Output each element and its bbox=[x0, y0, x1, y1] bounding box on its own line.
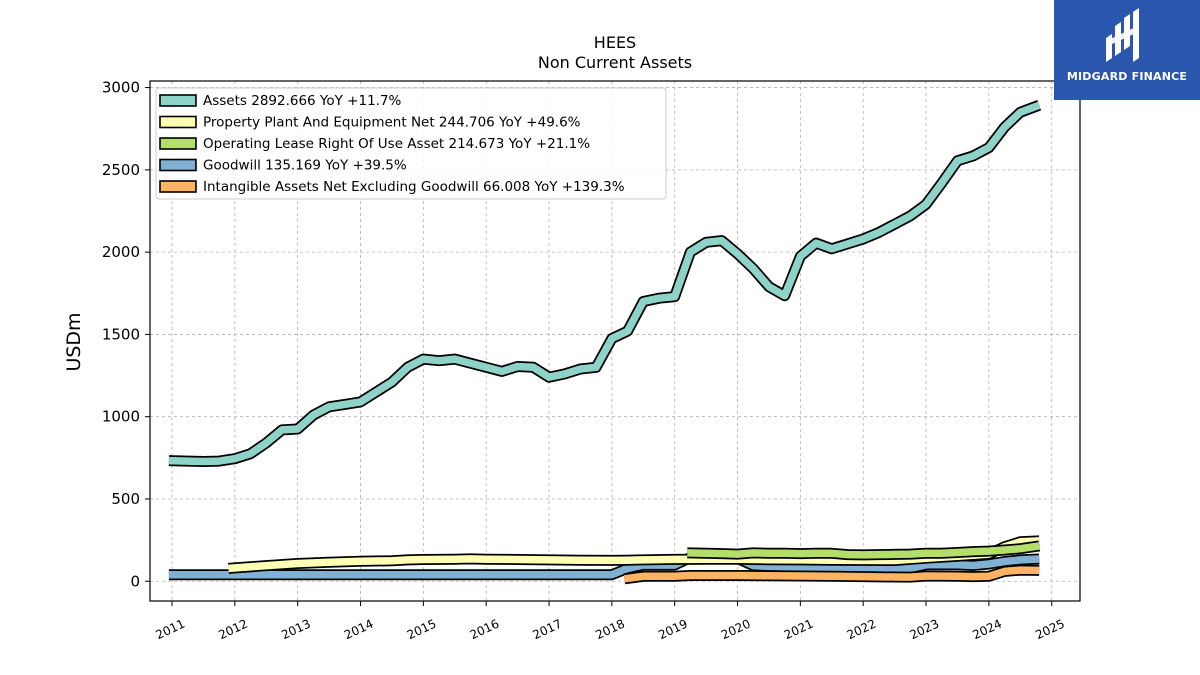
x-tick-label: 2022 bbox=[845, 617, 879, 643]
midgard-finance-logo: MIDGARD FINANCE bbox=[1054, 0, 1200, 100]
legend-label: Property Plant And Equipment Net 244.706… bbox=[203, 115, 581, 131]
series-line bbox=[687, 542, 1040, 559]
chart-title: HEES bbox=[594, 33, 636, 52]
x-tick-label: 2014 bbox=[342, 617, 376, 643]
x-tick-label: 2015 bbox=[405, 617, 439, 643]
y-tick-label: 2500 bbox=[102, 161, 140, 179]
x-tick-label: 2013 bbox=[279, 617, 313, 643]
y-tick-label: 1500 bbox=[102, 325, 140, 343]
series-assets bbox=[168, 100, 1042, 467]
y-tick-label: 3000 bbox=[102, 79, 140, 97]
x-tick-label: 2024 bbox=[970, 617, 1004, 643]
legend-label: Assets 2892.666 YoY +11.7% bbox=[203, 93, 402, 109]
x-tick-label: 2019 bbox=[656, 617, 690, 643]
x-tick-label: 2017 bbox=[531, 617, 565, 643]
legend-swatch bbox=[159, 115, 197, 129]
x-tick-label: 2012 bbox=[216, 617, 250, 643]
y-tick-label: 0 bbox=[130, 572, 140, 590]
legend-item[interactable]: Assets 2892.666 YoY +11.7% bbox=[159, 93, 402, 109]
y-tick-label: 2000 bbox=[102, 243, 140, 261]
chart-subtitle: Non Current Assets bbox=[538, 53, 692, 72]
x-tick-label: 2018 bbox=[593, 617, 627, 643]
y-tick-label: 1000 bbox=[102, 408, 140, 426]
x-tick-label: 2011 bbox=[154, 617, 188, 643]
legend-item[interactable]: Goodwill 135.169 YoY +39.5% bbox=[159, 158, 407, 174]
logo-text: MIDGARD FINANCE bbox=[1066, 70, 1188, 83]
x-tick-label: 2021 bbox=[782, 617, 816, 643]
legend-swatch bbox=[159, 94, 197, 107]
legend-item[interactable]: Operating Lease Right Of Use Asset 214.6… bbox=[159, 136, 590, 152]
legend-label: Intangible Assets Net Excluding Goodwill… bbox=[203, 179, 625, 195]
x-tick-label: 2020 bbox=[719, 617, 753, 643]
series-operating-lease-right-of-use-asset bbox=[687, 540, 1041, 561]
midgard-logo-icon bbox=[1106, 8, 1139, 62]
legend-swatch bbox=[159, 137, 197, 150]
legend-swatch bbox=[159, 158, 197, 172]
x-tick-label: 2016 bbox=[468, 617, 502, 643]
x-tick-label: 2025 bbox=[1033, 617, 1067, 643]
legend-swatch bbox=[159, 180, 197, 193]
series-layer bbox=[168, 100, 1042, 585]
y-axis: 0 500 1000 1500 2000 2500 3000 bbox=[102, 79, 150, 590]
series-intangible-assets-net-excluding-goodwill bbox=[623, 564, 1040, 585]
y-tick-label: 500 bbox=[111, 490, 140, 508]
legend-item[interactable]: Property Plant And Equipment Net 244.706… bbox=[159, 115, 581, 131]
plot-frame bbox=[149, 80, 1081, 602]
legend-box bbox=[155, 87, 667, 200]
legend-label: Goodwill 135.169 YoY +39.5% bbox=[203, 158, 407, 174]
x-tick-label: 2023 bbox=[908, 617, 942, 643]
y-axis-label: USDm bbox=[63, 312, 85, 371]
legend[interactable]: Assets 2892.666 YoY +11.7% Property Plant… bbox=[155, 87, 667, 200]
series-line bbox=[623, 566, 1040, 583]
legend-item[interactable]: Intangible Assets Net Excluding Goodwill… bbox=[159, 179, 625, 195]
legend-label: Operating Lease Right Of Use Asset 214.6… bbox=[203, 136, 590, 152]
x-axis: 2011 2012 2013 2014 2015 2016 2017 2018 2019 2020… bbox=[154, 601, 1067, 642]
series-line bbox=[168, 101, 1041, 466]
